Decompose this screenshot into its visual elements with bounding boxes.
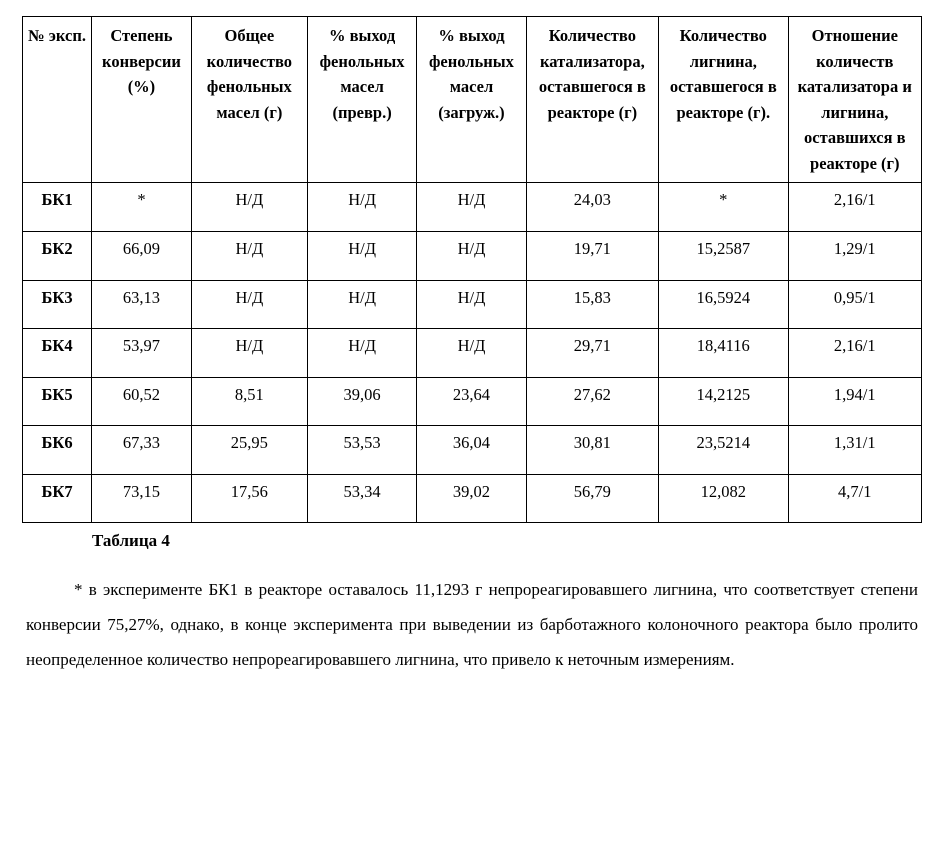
cell: * [659,183,789,232]
cell: Н/Д [307,329,416,378]
cell: 16,5924 [659,280,789,329]
cell: 23,64 [417,377,526,426]
cell: БК6 [23,426,92,475]
cell: Н/Д [191,280,307,329]
cell: 56,79 [526,474,658,523]
cell: 23,5214 [659,426,789,475]
cell: БК4 [23,329,92,378]
cell: 53,53 [307,426,416,475]
col-header: % выход фенольных масел (превр.) [307,17,416,183]
table-row: БК6 67,33 25,95 53,53 36,04 30,81 23,521… [23,426,922,475]
cell: 39,02 [417,474,526,523]
table-row: БК7 73,15 17,56 53,34 39,02 56,79 12,082… [23,474,922,523]
cell: Н/Д [417,280,526,329]
cell: БК2 [23,231,92,280]
col-header: Количество катализатора, оставшегося в р… [526,17,658,183]
col-header: Степень конверсии (%) [92,17,192,183]
table-header-row: № эксп. Степень конверсии (%) Общее коли… [23,17,922,183]
cell: 60,52 [92,377,192,426]
col-header: Количество лигнина, оставшегося в реакто… [659,17,789,183]
cell: Н/Д [307,280,416,329]
cell: 12,082 [659,474,789,523]
cell: Н/Д [307,231,416,280]
cell: Н/Д [191,231,307,280]
cell: 63,13 [92,280,192,329]
table-body: БК1 * Н/Д Н/Д Н/Д 24,03 * 2,16/1 БК2 66,… [23,183,922,523]
cell: 67,33 [92,426,192,475]
cell: БК3 [23,280,92,329]
table-row: БК4 53,97 Н/Д Н/Д Н/Д 29,71 18,4116 2,16… [23,329,922,378]
table-caption: Таблица 4 [92,531,922,551]
cell: Н/Д [417,329,526,378]
cell: Н/Д [191,183,307,232]
cell: 17,56 [191,474,307,523]
cell: 73,15 [92,474,192,523]
cell: 2,16/1 [788,329,921,378]
cell: 24,03 [526,183,658,232]
footnote-text: * в эксперименте БК1 в реакторе оставало… [26,573,918,678]
cell: Н/Д [191,329,307,378]
col-header: № эксп. [23,17,92,183]
cell: БК5 [23,377,92,426]
col-header: % выход фенольных масел (загруж.) [417,17,526,183]
cell: 66,09 [92,231,192,280]
cell: Н/Д [417,183,526,232]
cell: 18,4116 [659,329,789,378]
cell: 15,2587 [659,231,789,280]
cell: 8,51 [191,377,307,426]
cell: 36,04 [417,426,526,475]
col-header: Отношение количеств катализатора и лигни… [788,17,921,183]
cell: 1,31/1 [788,426,921,475]
cell: 53,97 [92,329,192,378]
table-row: БК3 63,13 Н/Д Н/Д Н/Д 15,83 16,5924 0,95… [23,280,922,329]
cell: 19,71 [526,231,658,280]
cell: 30,81 [526,426,658,475]
cell: 29,71 [526,329,658,378]
table-row: БК5 60,52 8,51 39,06 23,64 27,62 14,2125… [23,377,922,426]
cell: БК1 [23,183,92,232]
cell: 14,2125 [659,377,789,426]
cell: 15,83 [526,280,658,329]
cell: Н/Д [307,183,416,232]
cell: 25,95 [191,426,307,475]
cell: 1,94/1 [788,377,921,426]
data-table: № эксп. Степень конверсии (%) Общее коли… [22,16,922,523]
table-row: БК1 * Н/Д Н/Д Н/Д 24,03 * 2,16/1 [23,183,922,232]
cell: 2,16/1 [788,183,921,232]
table-row: БК2 66,09 Н/Д Н/Д Н/Д 19,71 15,2587 1,29… [23,231,922,280]
cell: БК7 [23,474,92,523]
cell: 0,95/1 [788,280,921,329]
cell: * [92,183,192,232]
cell: 4,7/1 [788,474,921,523]
cell: 27,62 [526,377,658,426]
page: № эксп. Степень конверсии (%) Общее коли… [0,0,944,841]
cell: 53,34 [307,474,416,523]
col-header: Общее количество фенольных масел (г) [191,17,307,183]
cell: 1,29/1 [788,231,921,280]
cell: Н/Д [417,231,526,280]
cell: 39,06 [307,377,416,426]
